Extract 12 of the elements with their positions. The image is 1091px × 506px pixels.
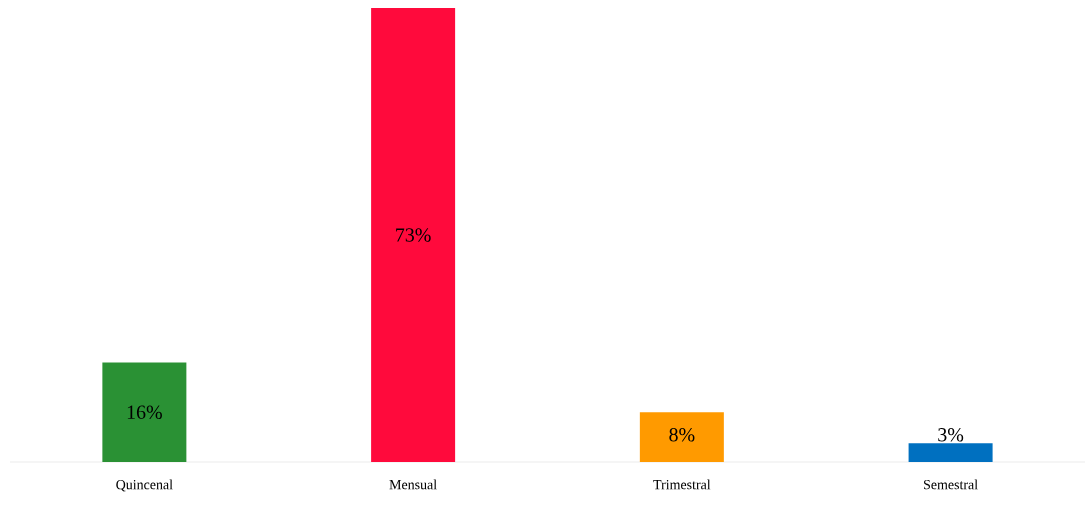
bar [371, 8, 456, 462]
bar [908, 443, 993, 462]
bar [102, 362, 187, 462]
x-tick-label: Semestral [924, 479, 978, 490]
data-label: 73% [396, 228, 431, 242]
x-tick-label: Mensual [389, 479, 437, 490]
bar [639, 412, 724, 462]
data-label: 3% [938, 428, 964, 442]
data-label: 8% [669, 428, 695, 442]
x-tick-label: Trimestral [653, 479, 711, 490]
data-label: 16% [127, 405, 162, 420]
x-tick-label: Quincenal [116, 479, 173, 492]
